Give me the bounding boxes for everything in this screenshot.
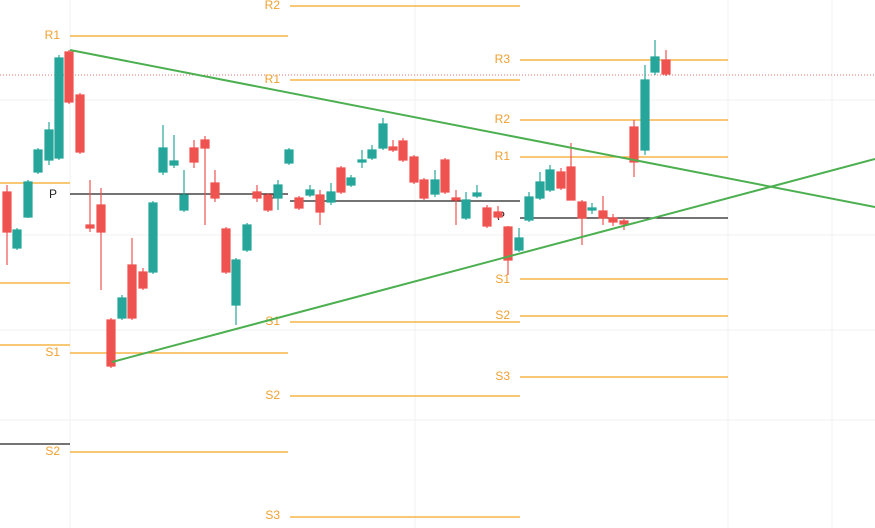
candle — [566, 143, 576, 201]
candle — [378, 118, 388, 150]
candle — [587, 203, 597, 214]
candle — [158, 125, 168, 175]
candle — [367, 145, 377, 160]
candle — [33, 148, 43, 174]
level-labels: R1 P S1 S2 R2 R1 P S1 S2 S3 R3 R2 R1 P S… — [45, 0, 511, 522]
candle — [106, 318, 116, 368]
candle — [326, 183, 336, 205]
candle — [44, 122, 54, 165]
candle — [221, 227, 231, 274]
candle — [629, 120, 639, 177]
trend-line — [111, 158, 875, 363]
candle — [430, 170, 440, 197]
candle — [189, 140, 199, 168]
candle — [96, 188, 106, 290]
level-label: S2 — [45, 444, 60, 458]
candle — [482, 205, 492, 228]
candle — [461, 192, 471, 220]
trend-lines — [69, 49, 875, 363]
candle — [315, 190, 325, 225]
candle — [148, 201, 158, 274]
candle — [117, 295, 127, 320]
level-label: S1 — [495, 272, 510, 286]
candle — [23, 180, 33, 218]
level-label: R1 — [265, 72, 281, 86]
candle — [514, 228, 524, 252]
candle — [12, 228, 22, 250]
candle — [650, 40, 660, 75]
candle — [138, 268, 148, 290]
level-label: S2 — [265, 388, 280, 402]
candle — [388, 140, 398, 152]
level-label: S1 — [45, 345, 60, 359]
level-label: R1 — [495, 149, 511, 163]
candle — [336, 166, 346, 194]
level-label: R2 — [265, 0, 281, 12]
candle — [357, 150, 367, 168]
candle — [75, 93, 85, 154]
level-label: R2 — [495, 112, 511, 126]
candle — [598, 196, 608, 225]
candle — [503, 226, 513, 275]
candle — [242, 223, 252, 252]
candle — [440, 158, 450, 194]
candle — [419, 178, 429, 200]
level-label: S3 — [265, 508, 280, 522]
candle — [294, 196, 304, 210]
candle — [398, 138, 408, 162]
candle — [608, 214, 618, 226]
candle — [127, 238, 137, 320]
candle — [273, 180, 283, 210]
level-label: R1 — [45, 28, 61, 42]
candle — [451, 190, 461, 225]
candle — [305, 185, 315, 197]
candle — [284, 148, 294, 165]
candles — [2, 40, 671, 368]
candle — [252, 185, 262, 202]
level-label: S3 — [495, 369, 510, 383]
candle — [2, 185, 12, 265]
candle — [661, 50, 671, 76]
candle — [64, 50, 74, 104]
candle — [524, 192, 534, 222]
candle — [85, 180, 95, 232]
candle — [210, 170, 220, 202]
candle — [472, 185, 482, 198]
candle — [556, 168, 566, 190]
candle — [493, 206, 503, 219]
level-label: S2 — [495, 308, 510, 322]
candle — [640, 65, 650, 155]
level-label: R3 — [495, 52, 511, 66]
levels — [0, 5, 728, 518]
candle — [169, 135, 179, 168]
trend-line — [69, 49, 875, 208]
candle — [535, 172, 545, 200]
candle — [346, 175, 356, 187]
level-label: P — [49, 187, 57, 201]
candle — [179, 170, 189, 212]
candle — [54, 55, 64, 160]
candle — [545, 165, 555, 192]
candle — [263, 193, 273, 212]
candle — [200, 136, 210, 225]
candle — [619, 218, 629, 230]
candle — [409, 155, 419, 184]
candle — [231, 258, 241, 325]
